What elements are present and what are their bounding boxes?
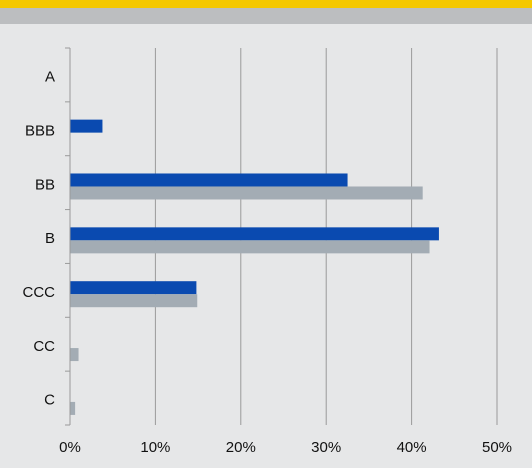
category-label: B xyxy=(45,230,55,247)
category-label: A xyxy=(45,69,55,86)
y-axis xyxy=(65,47,71,426)
x-tick-label: 30% xyxy=(311,439,341,456)
x-tick-label: 0% xyxy=(59,439,81,456)
category-label: CC xyxy=(33,338,55,355)
x-tick-labels: 0% 10% 20% 30% 40% 50% xyxy=(59,439,512,456)
bar-series-2-ccc xyxy=(70,294,198,308)
bar-series-2-b xyxy=(70,240,430,254)
x-tick-label: 50% xyxy=(482,439,512,456)
category-label: CCC xyxy=(23,284,56,301)
bar-series-2-c xyxy=(70,401,76,415)
category-label: C xyxy=(44,392,55,409)
chart-title-bar xyxy=(0,0,532,8)
header-band xyxy=(0,8,532,24)
category-label: BB xyxy=(35,176,55,193)
bar-series-2-bb xyxy=(70,186,423,200)
x-tick-label: 40% xyxy=(397,439,427,456)
bar-series-1-b xyxy=(70,227,439,241)
bar-series-1-ccc xyxy=(70,281,197,295)
category-label: BBB xyxy=(25,122,55,139)
bar-series-1-bbb xyxy=(70,119,103,133)
bar-series-1-bb xyxy=(70,173,348,187)
bar-series-2-cc xyxy=(70,348,79,362)
bars xyxy=(70,119,439,415)
x-tick-label: 10% xyxy=(140,439,170,456)
x-tick-label: 20% xyxy=(226,439,256,456)
